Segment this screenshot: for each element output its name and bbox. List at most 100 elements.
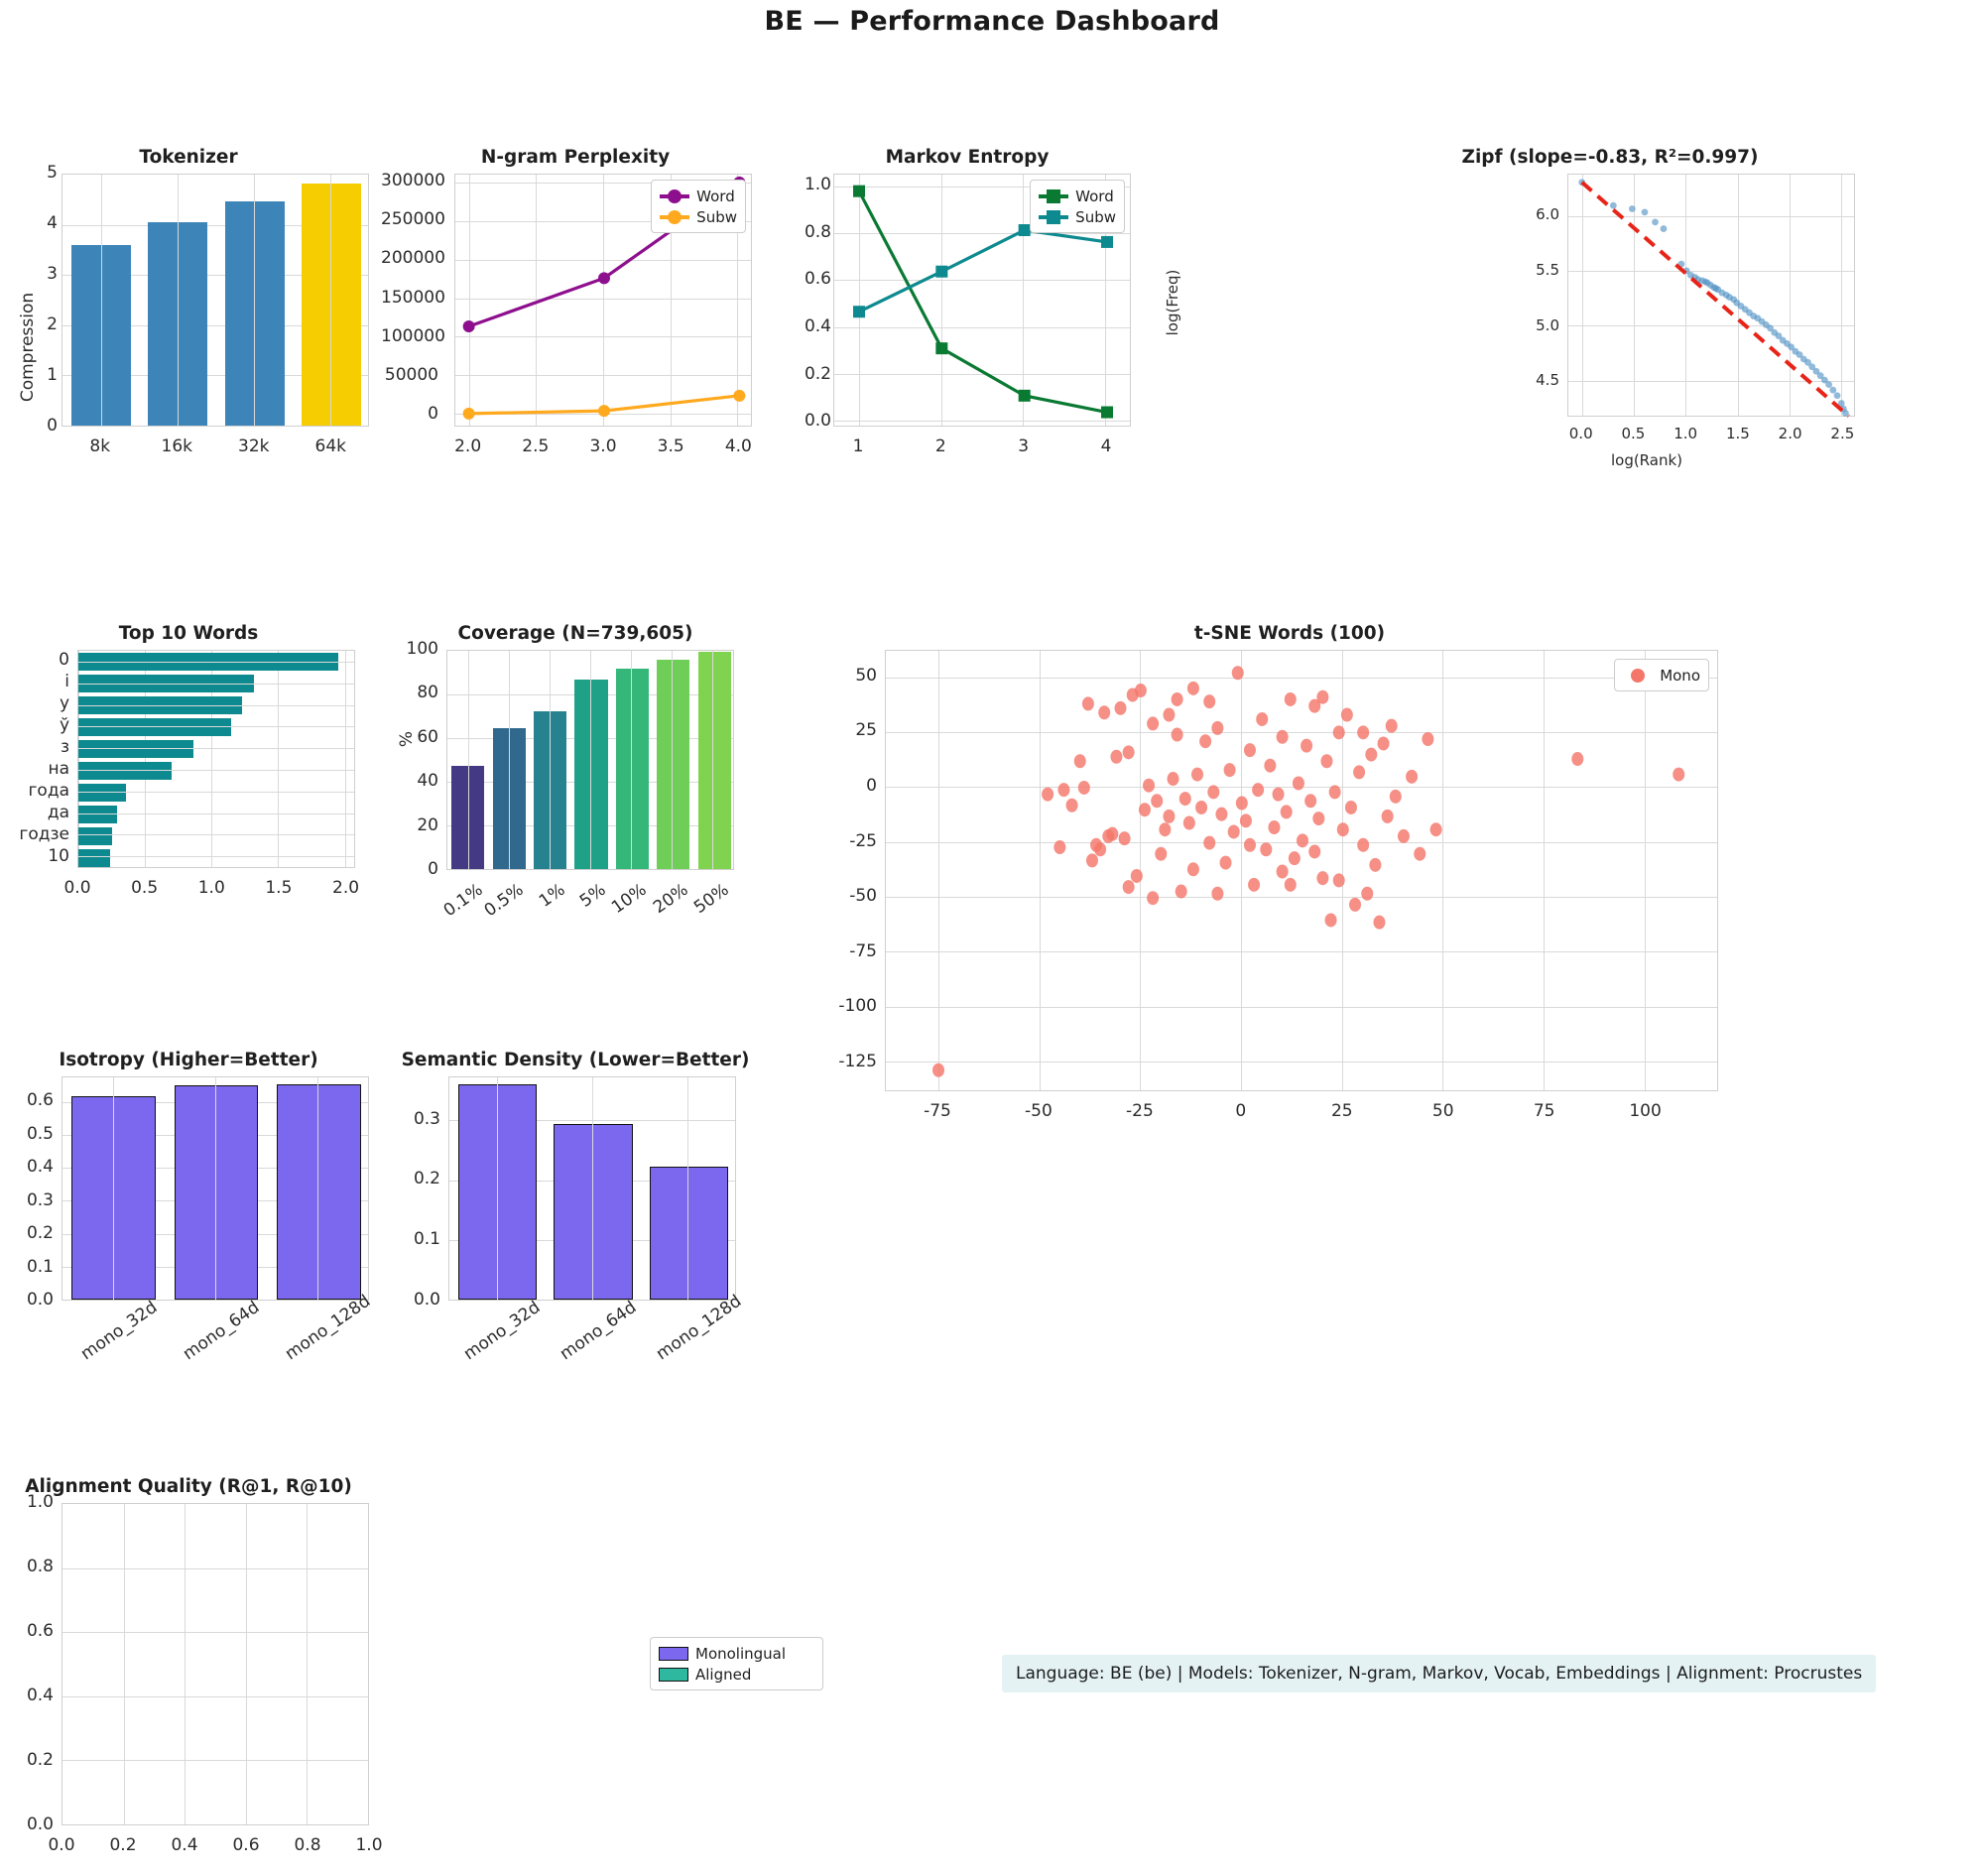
ytick-label: 5 — [47, 163, 58, 183]
gridline-vertical — [1023, 175, 1025, 426]
ytick-label: 20 — [417, 814, 438, 835]
tsne-point — [1571, 752, 1584, 767]
xtick-label: 4.0 — [724, 437, 752, 456]
gridline-vertical — [1341, 651, 1343, 1090]
tsne-point — [1211, 720, 1224, 735]
tsne-point — [1215, 807, 1228, 821]
tsne-point — [1429, 822, 1442, 837]
legend-label-monolingual: Monolingual — [695, 1644, 787, 1663]
bar-mono_128d — [276, 1084, 361, 1300]
axis-label-lograng: log(Rank) — [1610, 451, 1683, 469]
ytick-label: 2 — [47, 314, 58, 334]
legend-swatch-aligned — [659, 1667, 688, 1682]
tsne-point — [1203, 694, 1216, 709]
ytick-label: і — [64, 672, 69, 691]
ytick-label: 4 — [47, 213, 58, 233]
xtick-label: 4 — [1100, 437, 1112, 456]
gridline-horizontal — [834, 326, 1130, 328]
legend-item-Word[interactable]: Word — [660, 186, 737, 206]
ytick-label: 200000 — [381, 248, 445, 269]
legend-item-Mono[interactable]: Mono — [1623, 665, 1700, 686]
ytick-label: 0.2 — [26, 1750, 54, 1770]
legend-label-Subw: Subw — [1075, 207, 1116, 226]
tsne-point — [1276, 864, 1289, 879]
tsne-point — [1344, 800, 1357, 814]
tsne-point — [1085, 853, 1098, 868]
gridline-vertical — [603, 175, 604, 426]
zipf-point — [1816, 372, 1824, 380]
tsne-point — [1301, 738, 1313, 753]
axis-label-logfreq: log(Freq) — [1164, 269, 1181, 336]
xtick-label: 3.5 — [657, 437, 684, 456]
tsne-point — [1239, 813, 1252, 828]
tsne-point — [1357, 725, 1370, 740]
tsne-point — [1231, 666, 1244, 681]
ytick-label: 300000 — [381, 170, 445, 190]
legend-marker-Mono — [1631, 668, 1646, 683]
legend-ngram[interactable]: Word Subw — [651, 180, 746, 233]
legend-item-monolingual[interactable]: Monolingual — [659, 1643, 814, 1664]
legend-item-aligned[interactable]: Aligned — [659, 1664, 814, 1685]
gridline-vertical — [329, 175, 331, 426]
tsne-point — [1195, 800, 1208, 814]
ytick-label: 0.3 — [413, 1108, 440, 1129]
xtick-label: 0.8 — [294, 1835, 321, 1855]
gridline-horizontal — [834, 421, 1130, 423]
marker-Word — [1018, 389, 1031, 402]
gridline-vertical — [100, 175, 102, 426]
bar-на — [78, 762, 172, 780]
gridline-vertical — [631, 651, 633, 869]
ytick-label: 0.0 — [413, 1290, 440, 1310]
ytick-label: 6.0 — [1536, 205, 1559, 224]
xtick-label: 50 — [1431, 1101, 1454, 1121]
legend-label-Word: Word — [696, 187, 735, 205]
tsne-point — [1171, 691, 1183, 706]
legend-item-Word[interactable]: Word — [1039, 186, 1116, 206]
chart-title-markov: Markov Entropy — [885, 147, 1050, 168]
plot-area-alignment — [62, 1503, 369, 1825]
legend-item-Subw[interactable]: Subw — [1039, 206, 1116, 227]
tsne-point — [1175, 884, 1187, 899]
zipf-point — [1767, 324, 1774, 332]
legend-item-Subw[interactable]: Subw — [660, 206, 737, 227]
gridline-vertical — [468, 175, 470, 426]
gridline-vertical — [123, 1504, 125, 1824]
panel-tokenizer: Tokenizer Compression 0 1 2 3 4 5 8k 16k 32k 64k — [0, 139, 377, 456]
legend-tsne[interactable]: Mono — [1614, 659, 1709, 691]
tsne-point — [1098, 705, 1111, 720]
global-legend[interactable]: Monolingual Aligned — [650, 1637, 823, 1690]
gridline-horizontal — [78, 683, 354, 685]
ytick-label: 5.5 — [1536, 261, 1559, 279]
gridline-vertical — [145, 651, 147, 867]
xtick-label: mono_64d — [556, 1297, 641, 1365]
xtick-label: 2.0 — [1778, 425, 1802, 442]
gridline-horizontal — [78, 834, 354, 836]
ytick-label: 1.0 — [804, 174, 831, 194]
tsne-point — [1292, 776, 1304, 791]
zipf-point — [1796, 351, 1803, 358]
tsne-point — [1147, 716, 1160, 731]
tsne-point — [1243, 743, 1256, 758]
gridline-vertical — [592, 1077, 593, 1300]
panel-markov-entropy: Markov Entropy Word Subw 0.0 0.2 0.4 0.6 0.8 1… — [784, 139, 1151, 466]
tsne-point — [1381, 809, 1394, 823]
tsne-point — [1340, 707, 1353, 722]
tsne-point — [1211, 886, 1224, 901]
ytick-label: 100 — [406, 639, 438, 659]
gridline-horizontal — [886, 897, 1717, 899]
chart-title-tokenizer: Tokenizer — [139, 147, 238, 168]
gridline-vertical — [672, 651, 674, 869]
gridline-vertical — [316, 1077, 318, 1300]
tsne-point — [1186, 862, 1199, 877]
plot-area-ngram: Word Subw — [454, 174, 752, 427]
xtick-label: 3.0 — [589, 437, 617, 456]
bar-да — [78, 806, 117, 823]
ytick-label: 0.6 — [26, 1090, 54, 1111]
chart-title-tsne: t-SNE Words (100) — [1193, 623, 1386, 644]
ytick-label: ў — [59, 715, 69, 735]
zipf-point — [1788, 343, 1796, 351]
gridline-horizontal — [886, 731, 1717, 733]
panel-ngram-perplexity: N-gram Perplexity Word Subw 0 50000 100000 1… — [381, 139, 764, 466]
legend-markov[interactable]: Word Subw — [1030, 180, 1125, 233]
panel-alignment-quality: Alignment Quality (R@1, R@10) No alignme… — [0, 1468, 382, 1865]
